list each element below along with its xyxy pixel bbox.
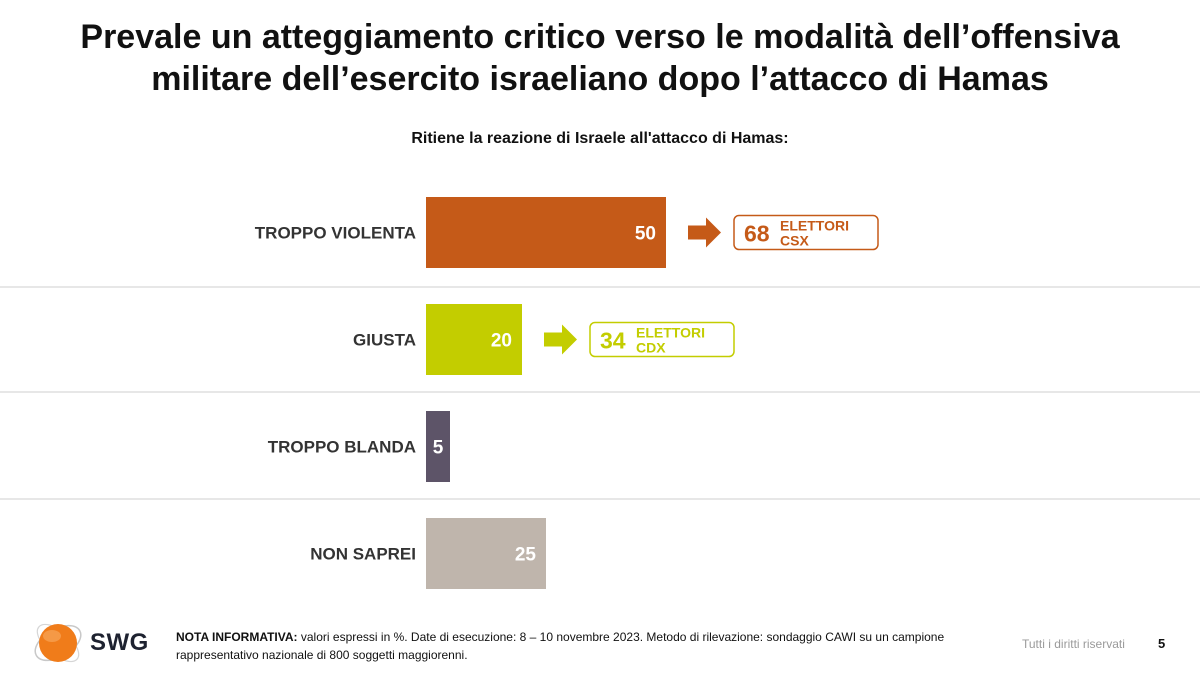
bar-4 bbox=[426, 518, 546, 589]
value-label-4: 25 bbox=[515, 545, 537, 566]
value-label-2: 20 bbox=[491, 331, 512, 352]
bar-chart: TROPPO VIOLENTA 50 GIUSTA 20 TROPPO BLANDA 5 N… bbox=[0, 197, 1200, 589]
title-line-1: Prevale un atteggiamento critico verso l… bbox=[80, 18, 1120, 56]
footnote-text: valori espressi in %. Date di esecuzione… bbox=[176, 630, 945, 662]
callout-label-line1-2: ELETTORI bbox=[636, 325, 705, 341]
category-label-4: NON SAPREI bbox=[310, 545, 416, 564]
footnote: NOTA INFORMATIVA: valori espressi in %. … bbox=[176, 628, 966, 664]
footnote-label: NOTA INFORMATIVA: bbox=[176, 630, 298, 644]
category-label-3: TROPPO BLANDA bbox=[268, 438, 416, 457]
chart-question: Ritiene la reazione di Israele all'attac… bbox=[411, 130, 789, 147]
callout-arrow-icon-2 bbox=[544, 324, 577, 355]
copyright-text: Tutti i diritti riservati bbox=[1022, 637, 1125, 651]
brand-name: SWG bbox=[90, 629, 149, 656]
callout-arrow-icon-1 bbox=[688, 217, 721, 248]
category-label-1: TROPPO VIOLENTA bbox=[255, 224, 416, 243]
value-label-1: 50 bbox=[635, 224, 656, 245]
callout-value-1: 68 bbox=[744, 221, 770, 247]
callout-label-line1-1: ELETTORI bbox=[780, 218, 849, 234]
callout-value-2: 34 bbox=[600, 328, 626, 354]
page-title: Prevale un atteggiamento critico verso l… bbox=[40, 16, 1160, 100]
category-label-2: GIUSTA bbox=[353, 331, 416, 350]
page-number: 5 bbox=[1158, 636, 1166, 651]
bar-1 bbox=[426, 197, 666, 268]
swg-logo-icon bbox=[34, 623, 82, 663]
bar-2 bbox=[426, 304, 522, 375]
callout-box-1 bbox=[733, 214, 879, 251]
callout-box-2 bbox=[589, 321, 735, 358]
bar-3 bbox=[426, 411, 450, 482]
title-line-2: militare dell’esercito israeliano dopo l… bbox=[151, 60, 1049, 98]
value-label-3: 5 bbox=[433, 438, 444, 459]
callout-label-line2-1: CSX bbox=[780, 233, 809, 249]
callout-label-line2-2: CDX bbox=[636, 340, 666, 356]
